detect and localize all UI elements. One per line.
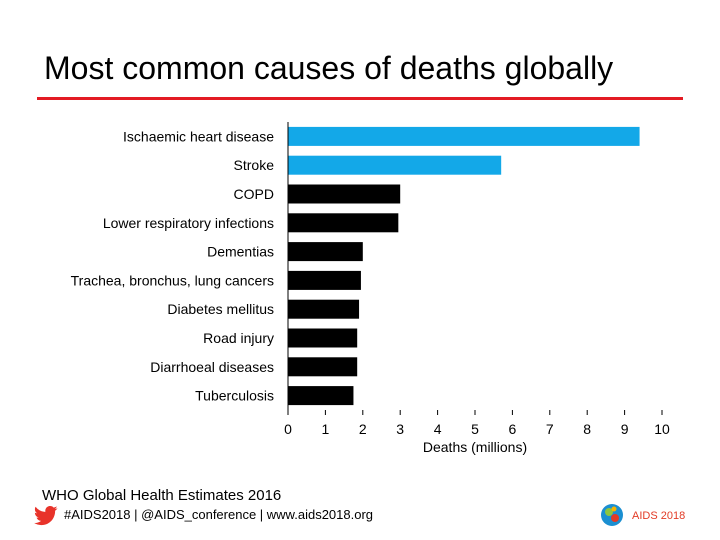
twitter-bird-icon xyxy=(34,506,58,526)
x-tick-label: 1 xyxy=(322,421,330,437)
bar xyxy=(288,270,361,290)
category-label: Lower respiratory infections xyxy=(103,215,274,231)
category-label: Road injury xyxy=(203,330,274,346)
x-tick-label: 6 xyxy=(509,421,517,437)
footer-links: #AIDS2018 | @AIDS_conference | www.aids2… xyxy=(64,507,374,522)
title-divider xyxy=(37,97,683,100)
bar xyxy=(288,184,401,204)
aids2018-logo-text: AIDS 2018 xyxy=(632,510,686,522)
x-tick-label: 5 xyxy=(471,421,479,437)
source-note: WHO Global Health Estimates 2016 xyxy=(42,487,282,504)
bar xyxy=(288,357,358,377)
category-label: Ischaemic heart disease xyxy=(123,128,274,144)
bar xyxy=(288,328,358,348)
bar xyxy=(288,213,399,233)
x-tick-label: 10 xyxy=(654,421,670,437)
category-label: Stroke xyxy=(234,157,275,173)
x-tick-label: 9 xyxy=(621,421,629,437)
x-tick-label: 0 xyxy=(284,421,292,437)
aids2018-logo-icon xyxy=(601,504,623,526)
page-title: Most common causes of deaths globally xyxy=(44,50,614,86)
category-label: Dementias xyxy=(207,244,274,260)
x-tick-label: 3 xyxy=(396,421,404,437)
x-tick-label: 2 xyxy=(359,421,367,437)
bar xyxy=(288,126,640,146)
bar xyxy=(288,242,363,262)
x-tick-label: 8 xyxy=(583,421,591,437)
bar-chart: Ischaemic heart disease Stroke COPD Lower r… xyxy=(71,122,670,455)
category-label: Tuberculosis xyxy=(195,388,274,404)
category-label: Trachea, bronchus, lung cancers xyxy=(71,272,274,288)
bar xyxy=(288,299,360,319)
bar xyxy=(288,155,502,175)
category-label: COPD xyxy=(234,186,274,202)
x-tick-label: 4 xyxy=(434,421,442,437)
bar xyxy=(288,386,354,406)
category-label: Diabetes mellitus xyxy=(167,301,274,317)
x-axis-label: Deaths (millions) xyxy=(423,439,527,455)
category-label: Diarrhoeal diseases xyxy=(150,359,274,375)
x-tick-label: 7 xyxy=(546,421,554,437)
